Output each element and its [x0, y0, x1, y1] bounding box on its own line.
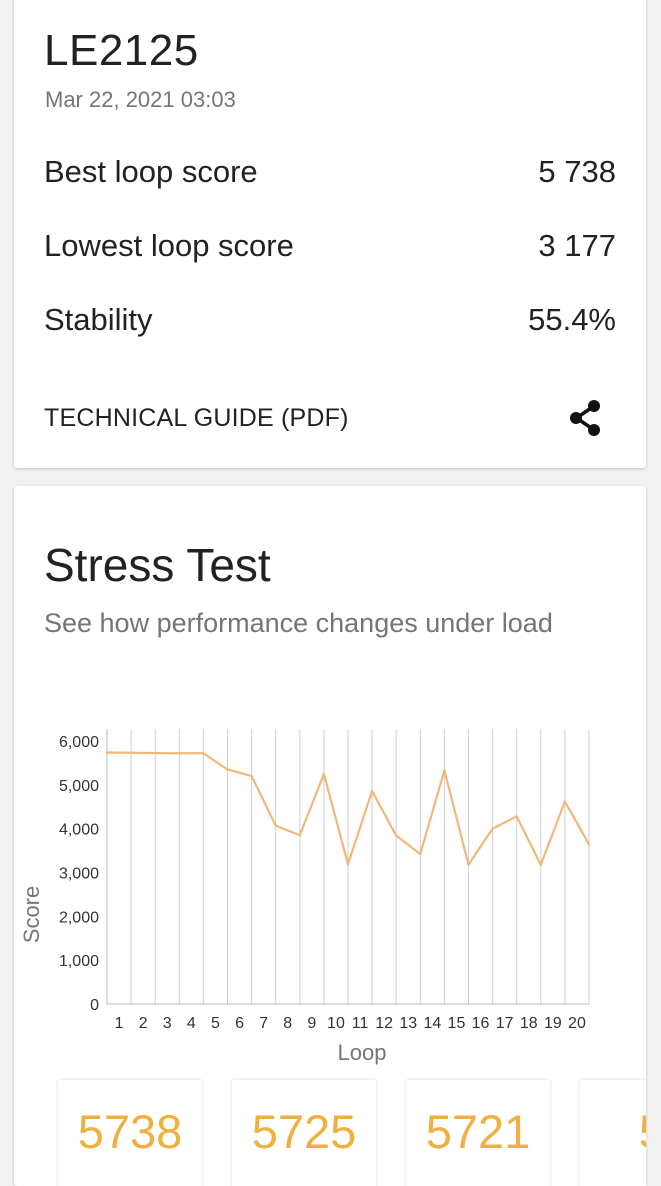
lowest-loop-label: Lowest loop score: [44, 228, 294, 263]
x-axis-label: Loop: [338, 1040, 387, 1065]
result-card: LE2125 Mar 22, 2021 03:03 Best loop scor…: [14, 0, 646, 468]
x-tick-label: 2: [139, 1015, 148, 1032]
score-series-line: [106, 751, 590, 866]
loop-score-tile[interactable]: 5: [580, 1080, 646, 1186]
y-tick-label: 0: [90, 997, 99, 1014]
y-tick-label: 3,000: [59, 866, 99, 883]
data-point: [346, 862, 350, 866]
data-point: [419, 852, 422, 856]
best-loop-value: 5 738: [538, 154, 616, 189]
x-tick-label: 3: [163, 1015, 172, 1032]
data-point: [539, 863, 542, 866]
y-tick-label: 5,000: [59, 778, 99, 795]
x-tick-label: 6: [235, 1015, 244, 1032]
data-point: [563, 800, 567, 803]
y-axis-label: Score: [19, 886, 44, 943]
loop-score-tile[interactable]: 5721: [406, 1080, 550, 1186]
lowest-loop-row: Lowest loop score 3 177: [44, 226, 616, 266]
stress-test-subtitle: See how performance changes under load: [44, 608, 553, 638]
data-point: [226, 768, 229, 771]
stress-test-card: Stress Test See how performance changes …: [14, 486, 646, 1186]
technical-guide-link[interactable]: TECHNICAL GUIDE (PDF): [44, 404, 349, 432]
x-tick-label: 18: [520, 1015, 538, 1032]
data-point: [491, 827, 494, 830]
stability-label: Stability: [44, 302, 153, 337]
data-point: [395, 834, 398, 837]
data-point: [298, 834, 301, 837]
loop-score-value: 5738: [77, 1105, 183, 1158]
stability-value: 55.4%: [528, 302, 616, 337]
x-tick-label: 1: [115, 1015, 124, 1032]
loop-score-tiles[interactable]: 5738 5725 5721 5: [14, 1066, 646, 1186]
y-tick-label: 4,000: [59, 822, 99, 839]
best-loop-row: Best loop score 5 738: [44, 152, 616, 192]
data-point: [515, 815, 518, 818]
y-tick-label: 1,000: [59, 953, 99, 970]
x-tick-label: 20: [568, 1015, 586, 1032]
stability-row: Stability 55.4%: [44, 300, 616, 340]
lowest-loop-value: 3 177: [538, 228, 616, 263]
x-tick-label: 4: [187, 1015, 196, 1032]
share-icon[interactable]: [566, 398, 606, 438]
data-point: [370, 789, 374, 793]
y-tick-label: 2,000: [59, 909, 99, 926]
loop-score-tile[interactable]: 5738: [58, 1080, 202, 1186]
x-tick-label: 12: [375, 1015, 393, 1032]
x-tick-label: 16: [472, 1015, 490, 1032]
x-tick-label: 9: [307, 1015, 316, 1032]
loop-score-tile[interactable]: 5725: [232, 1080, 376, 1186]
test-date: Mar 22, 2021 03:03: [45, 87, 236, 112]
data-point: [587, 843, 591, 846]
data-point: [443, 769, 446, 772]
loop-score-value: 5: [580, 1104, 646, 1159]
x-tick-label: 13: [399, 1015, 417, 1032]
data-point: [202, 752, 205, 755]
x-tick-label: 7: [259, 1015, 268, 1032]
x-tick-label: 14: [423, 1015, 441, 1032]
x-tick-label: 5: [211, 1015, 220, 1032]
x-tick-label: 10: [327, 1015, 345, 1032]
best-loop-label: Best loop score: [44, 154, 258, 189]
data-point: [178, 752, 181, 755]
data-point: [322, 772, 326, 776]
loop-score-value: 5721: [425, 1105, 531, 1158]
x-tick-label: 11: [352, 1015, 369, 1032]
x-tick-label: 8: [283, 1015, 292, 1032]
x-tick-label: 19: [544, 1015, 562, 1032]
y-tick-label: 6,000: [59, 734, 99, 751]
loop-score-value: 5725: [251, 1105, 357, 1158]
data-point: [467, 863, 470, 866]
device-name: LE2125: [44, 26, 199, 75]
data-point: [105, 751, 109, 754]
data-point: [154, 751, 157, 755]
x-tick-label: 15: [448, 1015, 466, 1032]
x-tick-label: 17: [496, 1015, 514, 1032]
data-point: [250, 774, 253, 778]
stress-test-title: Stress Test: [44, 539, 271, 591]
data-point: [274, 824, 277, 827]
